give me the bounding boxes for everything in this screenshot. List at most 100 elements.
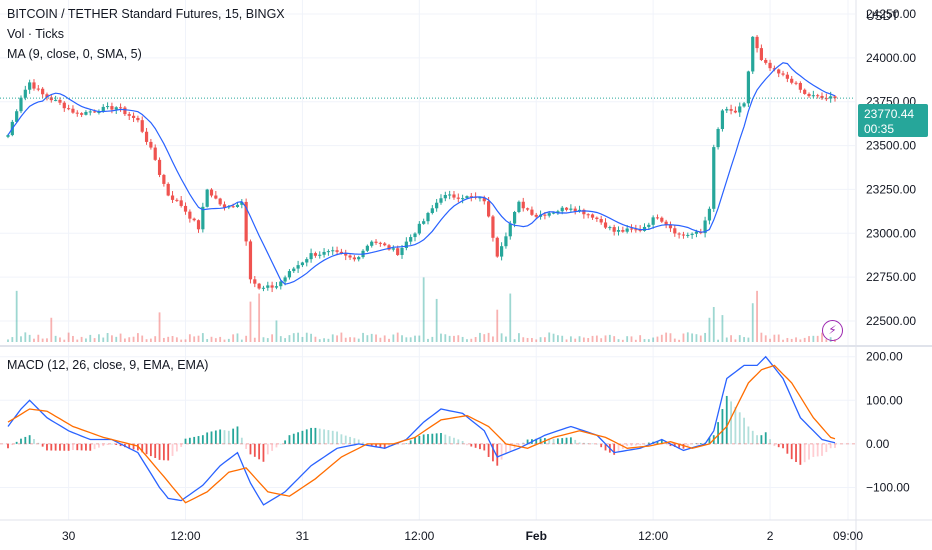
macd-histogram-bar bbox=[11, 443, 14, 446]
candle-body bbox=[629, 228, 634, 230]
volume-bar bbox=[344, 337, 347, 342]
macd-histogram-bar bbox=[232, 428, 235, 444]
volume-bar bbox=[717, 339, 719, 342]
candle-body bbox=[231, 206, 235, 208]
volume-bar bbox=[201, 333, 204, 342]
macd-histogram-bar bbox=[751, 430, 754, 444]
candle-body bbox=[738, 106, 742, 113]
volume-bar bbox=[392, 334, 395, 342]
candle-body bbox=[582, 209, 586, 215]
candle-body bbox=[287, 271, 292, 278]
volume-bar bbox=[673, 338, 676, 342]
candle-body bbox=[785, 74, 789, 79]
candle-body bbox=[694, 231, 699, 234]
macd-histogram-bar bbox=[284, 440, 287, 444]
macd-histogram-bar bbox=[795, 443, 797, 462]
volume-bar bbox=[431, 336, 434, 342]
macd-legend[interactable]: MACD (12, 26, close, 9, EMA, EMA) bbox=[7, 358, 209, 372]
volume-bar bbox=[59, 337, 61, 342]
price-tick-label: 23250.00 bbox=[866, 182, 916, 196]
volume-bar bbox=[526, 337, 529, 342]
volume-legend[interactable]: Vol · Ticks bbox=[7, 27, 64, 41]
time-tick-label: 2 bbox=[767, 529, 774, 543]
ma-legend[interactable]: MA (9, close, 0, SMA, 5) bbox=[7, 47, 142, 61]
candle-body bbox=[707, 208, 712, 221]
volume-bar bbox=[119, 333, 122, 342]
candle-body bbox=[569, 208, 573, 210]
macd-axis[interactable]: −100.00 0.00 100.00 200.00 bbox=[866, 350, 910, 495]
volume-bar bbox=[33, 338, 35, 342]
macd-histogram-bar bbox=[760, 435, 763, 444]
volume-bar bbox=[518, 333, 520, 342]
macd-histogram-bar bbox=[141, 443, 144, 453]
moving-average-line bbox=[7, 62, 836, 285]
macd-histogram-bar bbox=[28, 435, 31, 444]
candle-body bbox=[547, 213, 551, 216]
macd-histogram-bar bbox=[63, 443, 66, 451]
time-axis[interactable]: 30 12:00 31 12:00 Feb 12:00 2 09:00 bbox=[62, 529, 863, 543]
candle-body bbox=[253, 279, 257, 284]
macd-histogram-bar bbox=[24, 436, 27, 444]
price-tick-label: 22500.00 bbox=[866, 314, 916, 328]
macd-histogram-bar bbox=[604, 443, 607, 451]
volume-bar bbox=[214, 338, 217, 342]
volume-bar bbox=[93, 338, 96, 342]
volume-bar bbox=[7, 339, 9, 342]
time-tick-label: 12:00 bbox=[171, 529, 201, 543]
macd-histogram-bar bbox=[119, 443, 122, 447]
volume-bar bbox=[440, 333, 442, 342]
macd-histogram-bar bbox=[435, 433, 438, 444]
time-tick-label: 12:00 bbox=[638, 529, 668, 543]
macd-histogram-bar bbox=[331, 430, 334, 444]
macd-histogram-bar bbox=[227, 430, 230, 444]
candle-body bbox=[816, 95, 820, 97]
macd-histogram-bar bbox=[379, 443, 382, 448]
candle-body bbox=[54, 99, 58, 101]
macd-histogram-bar bbox=[786, 443, 789, 454]
macd-tick-label: −100.00 bbox=[866, 480, 910, 494]
macd-histogram-bar bbox=[370, 443, 373, 447]
candle-body bbox=[331, 250, 335, 252]
candle-body bbox=[222, 204, 227, 208]
volume-bar bbox=[50, 317, 53, 342]
price-axis[interactable]: 22500.00 22750.00 23000.00 23250.00 23500.00… bbox=[866, 7, 916, 328]
chart-title[interactable]: BITCOIN / TETHER Standard Futures, 15, B… bbox=[7, 7, 285, 21]
macd-histogram-bar bbox=[262, 443, 265, 462]
macd-histogram-bar bbox=[483, 443, 486, 451]
volume-bar bbox=[375, 334, 377, 342]
macd-histogram-bar bbox=[46, 443, 48, 451]
volume-bar bbox=[275, 320, 278, 342]
candle-body bbox=[413, 233, 417, 238]
candle-body bbox=[525, 208, 530, 210]
macd-histogram-bar bbox=[548, 438, 551, 444]
candle-body bbox=[28, 82, 32, 90]
macd-histogram-bar bbox=[470, 443, 473, 447]
volume-bar bbox=[210, 336, 213, 342]
candle-body bbox=[517, 201, 521, 212]
candle-body bbox=[49, 97, 53, 101]
candle-body bbox=[621, 230, 625, 232]
macd-histogram-bar bbox=[682, 443, 685, 449]
macd-histogram-bar bbox=[699, 443, 702, 444]
volume-bar bbox=[691, 333, 694, 342]
macd-histogram-bar bbox=[613, 443, 616, 455]
volume-bar bbox=[327, 338, 330, 342]
volume-bar bbox=[453, 335, 455, 342]
macd-histogram-bar bbox=[323, 429, 325, 444]
candle-body bbox=[75, 112, 79, 114]
volume-bar bbox=[764, 335, 767, 342]
volume-bar bbox=[487, 332, 490, 342]
volume-bar bbox=[600, 338, 603, 342]
candle-body bbox=[175, 199, 179, 201]
volume-bar bbox=[427, 338, 429, 342]
lightning-icon[interactable]: ⚡ bbox=[822, 320, 843, 341]
macd-histogram-bar bbox=[492, 443, 494, 462]
macd-histogram-bar bbox=[93, 443, 96, 450]
candle-body bbox=[114, 107, 118, 110]
volume-bar bbox=[448, 335, 451, 342]
candle-body bbox=[140, 120, 144, 132]
macd-histogram-bar bbox=[747, 426, 750, 444]
volume-bar bbox=[531, 338, 533, 342]
volume-bar bbox=[132, 336, 135, 342]
